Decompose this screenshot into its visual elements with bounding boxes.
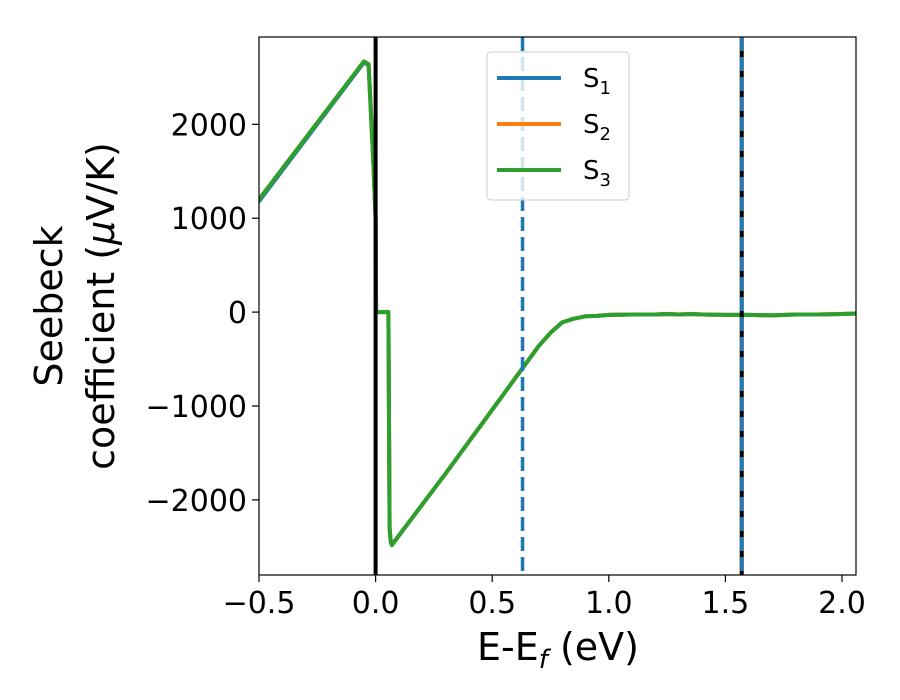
x-tick-label: 1.0 (585, 586, 633, 621)
y-axis: −2000 −1000 0 1000 2000 (146, 108, 259, 519)
y-tick-label: 1000 (171, 202, 247, 237)
legend-label-s1: S1 (583, 64, 611, 99)
x-tick-label: 0.5 (468, 586, 516, 621)
x-tick-label: −0.5 (223, 586, 296, 621)
plot-area (259, 37, 856, 575)
y-tick-label: 0 (228, 296, 247, 331)
y-axis-title-line-1: Seebeck (27, 225, 71, 386)
x-tick-label: 2.0 (818, 586, 866, 621)
x-axis: −0.5 0.0 0.5 1.0 1.5 2.0 (223, 575, 866, 621)
x-tick-label: 0.0 (352, 586, 400, 621)
y-tick-label: 2000 (171, 108, 247, 143)
y-axis-title: Seebeck coefficient (μV/K) (27, 142, 123, 470)
legend-label-s2: S2 (583, 110, 611, 145)
legend-label-s3: S3 (583, 156, 611, 191)
x-axis-title: E-Ef (eV) (477, 625, 639, 675)
y-axis-title-line-2: coefficient (μV/K) (79, 142, 123, 470)
legend: S1 S2 S3 (486, 51, 630, 201)
x-tick-label: 1.5 (702, 586, 750, 621)
plot-frame (258, 36, 857, 576)
y-tick-label: −1000 (146, 390, 247, 425)
y-tick-label: −2000 (146, 484, 247, 519)
